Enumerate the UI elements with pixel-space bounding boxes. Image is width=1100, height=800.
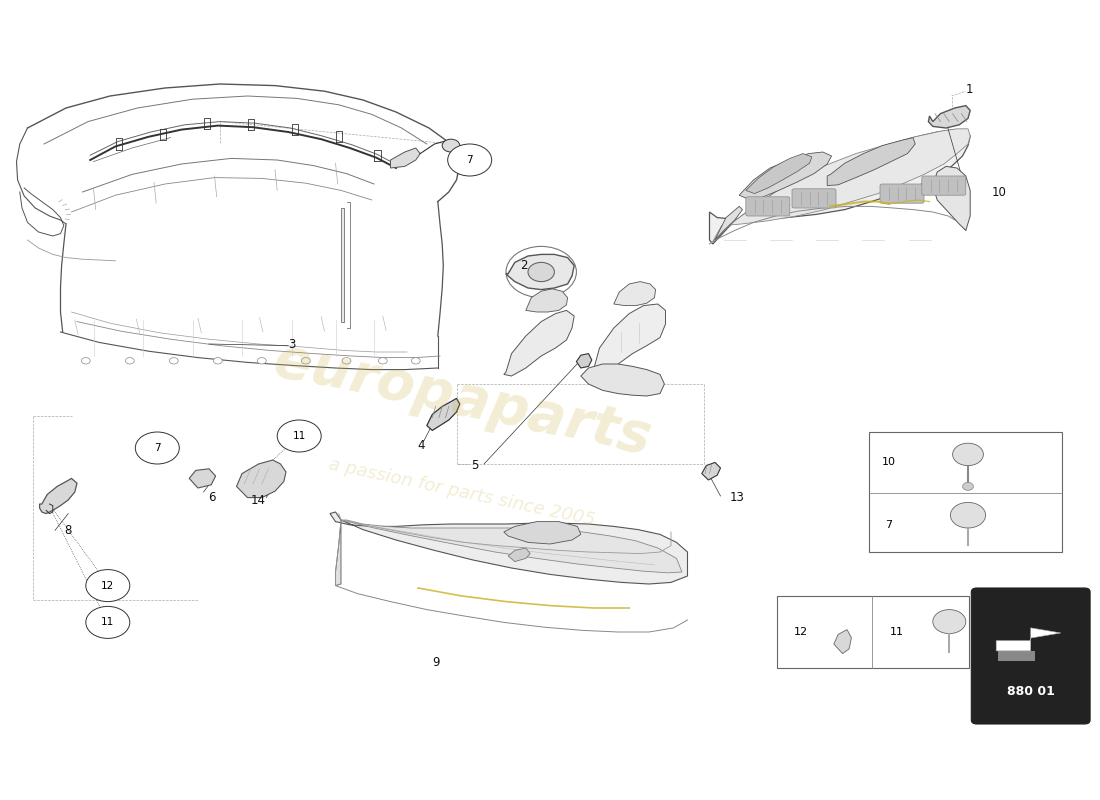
Polygon shape xyxy=(427,398,460,430)
Circle shape xyxy=(378,358,387,364)
Text: 11: 11 xyxy=(101,618,114,627)
Polygon shape xyxy=(713,129,970,242)
Circle shape xyxy=(81,358,90,364)
Polygon shape xyxy=(999,651,1035,661)
Circle shape xyxy=(953,443,983,466)
Circle shape xyxy=(135,432,179,464)
Polygon shape xyxy=(997,628,1060,651)
Text: europaparts: europaparts xyxy=(268,334,656,466)
Text: 7: 7 xyxy=(886,520,892,530)
Circle shape xyxy=(342,358,351,364)
Polygon shape xyxy=(506,254,574,290)
Text: 7: 7 xyxy=(466,155,473,165)
Polygon shape xyxy=(702,462,721,480)
Bar xyxy=(777,596,969,668)
Polygon shape xyxy=(827,138,915,186)
Circle shape xyxy=(169,358,178,364)
Text: 1: 1 xyxy=(966,83,972,96)
Text: 4: 4 xyxy=(418,439,425,452)
Circle shape xyxy=(950,502,986,528)
Text: 6: 6 xyxy=(209,491,216,504)
Text: 5: 5 xyxy=(472,459,478,472)
Circle shape xyxy=(411,358,420,364)
Polygon shape xyxy=(933,166,970,230)
Polygon shape xyxy=(341,208,344,322)
Text: 9: 9 xyxy=(432,656,439,669)
Circle shape xyxy=(442,139,460,152)
Circle shape xyxy=(448,144,492,176)
Polygon shape xyxy=(614,282,656,306)
Circle shape xyxy=(528,262,554,282)
Polygon shape xyxy=(508,548,530,562)
Polygon shape xyxy=(189,469,216,488)
Text: 7: 7 xyxy=(154,443,161,453)
Circle shape xyxy=(86,570,130,602)
Text: 12: 12 xyxy=(794,627,807,637)
Polygon shape xyxy=(834,630,851,654)
Polygon shape xyxy=(928,106,970,128)
Polygon shape xyxy=(390,148,420,168)
Text: 11: 11 xyxy=(890,627,903,637)
Text: 3: 3 xyxy=(288,338,295,350)
Text: 7: 7 xyxy=(466,154,473,166)
Text: 880 01: 880 01 xyxy=(1006,686,1055,698)
Text: 8: 8 xyxy=(65,524,72,537)
Circle shape xyxy=(213,358,222,364)
Circle shape xyxy=(301,358,310,364)
Polygon shape xyxy=(341,520,682,573)
Polygon shape xyxy=(594,304,666,372)
Polygon shape xyxy=(710,130,970,244)
FancyBboxPatch shape xyxy=(746,197,790,216)
Polygon shape xyxy=(715,206,742,240)
Polygon shape xyxy=(576,354,592,368)
Polygon shape xyxy=(746,154,812,194)
FancyBboxPatch shape xyxy=(880,184,924,203)
Circle shape xyxy=(86,606,130,638)
Polygon shape xyxy=(504,310,574,376)
FancyBboxPatch shape xyxy=(922,176,966,195)
Text: 2: 2 xyxy=(520,259,527,272)
Polygon shape xyxy=(236,460,286,498)
Text: a passion for parts since 2005: a passion for parts since 2005 xyxy=(327,455,597,529)
Polygon shape xyxy=(526,289,568,312)
Polygon shape xyxy=(504,522,581,544)
Polygon shape xyxy=(581,364,664,396)
Text: 10: 10 xyxy=(882,458,895,467)
Circle shape xyxy=(277,420,321,452)
Text: 13: 13 xyxy=(729,491,745,504)
Polygon shape xyxy=(336,520,341,586)
Text: 10: 10 xyxy=(991,186,1006,198)
Polygon shape xyxy=(739,152,832,200)
Circle shape xyxy=(257,358,266,364)
Text: 11: 11 xyxy=(293,431,306,441)
Circle shape xyxy=(125,358,134,364)
Text: 14: 14 xyxy=(251,494,266,506)
Polygon shape xyxy=(330,512,688,584)
FancyBboxPatch shape xyxy=(792,189,836,208)
Text: 12: 12 xyxy=(101,581,114,590)
Circle shape xyxy=(962,482,974,490)
FancyBboxPatch shape xyxy=(971,588,1090,724)
Bar xyxy=(869,432,1062,552)
Polygon shape xyxy=(40,478,77,514)
Circle shape xyxy=(933,610,966,634)
